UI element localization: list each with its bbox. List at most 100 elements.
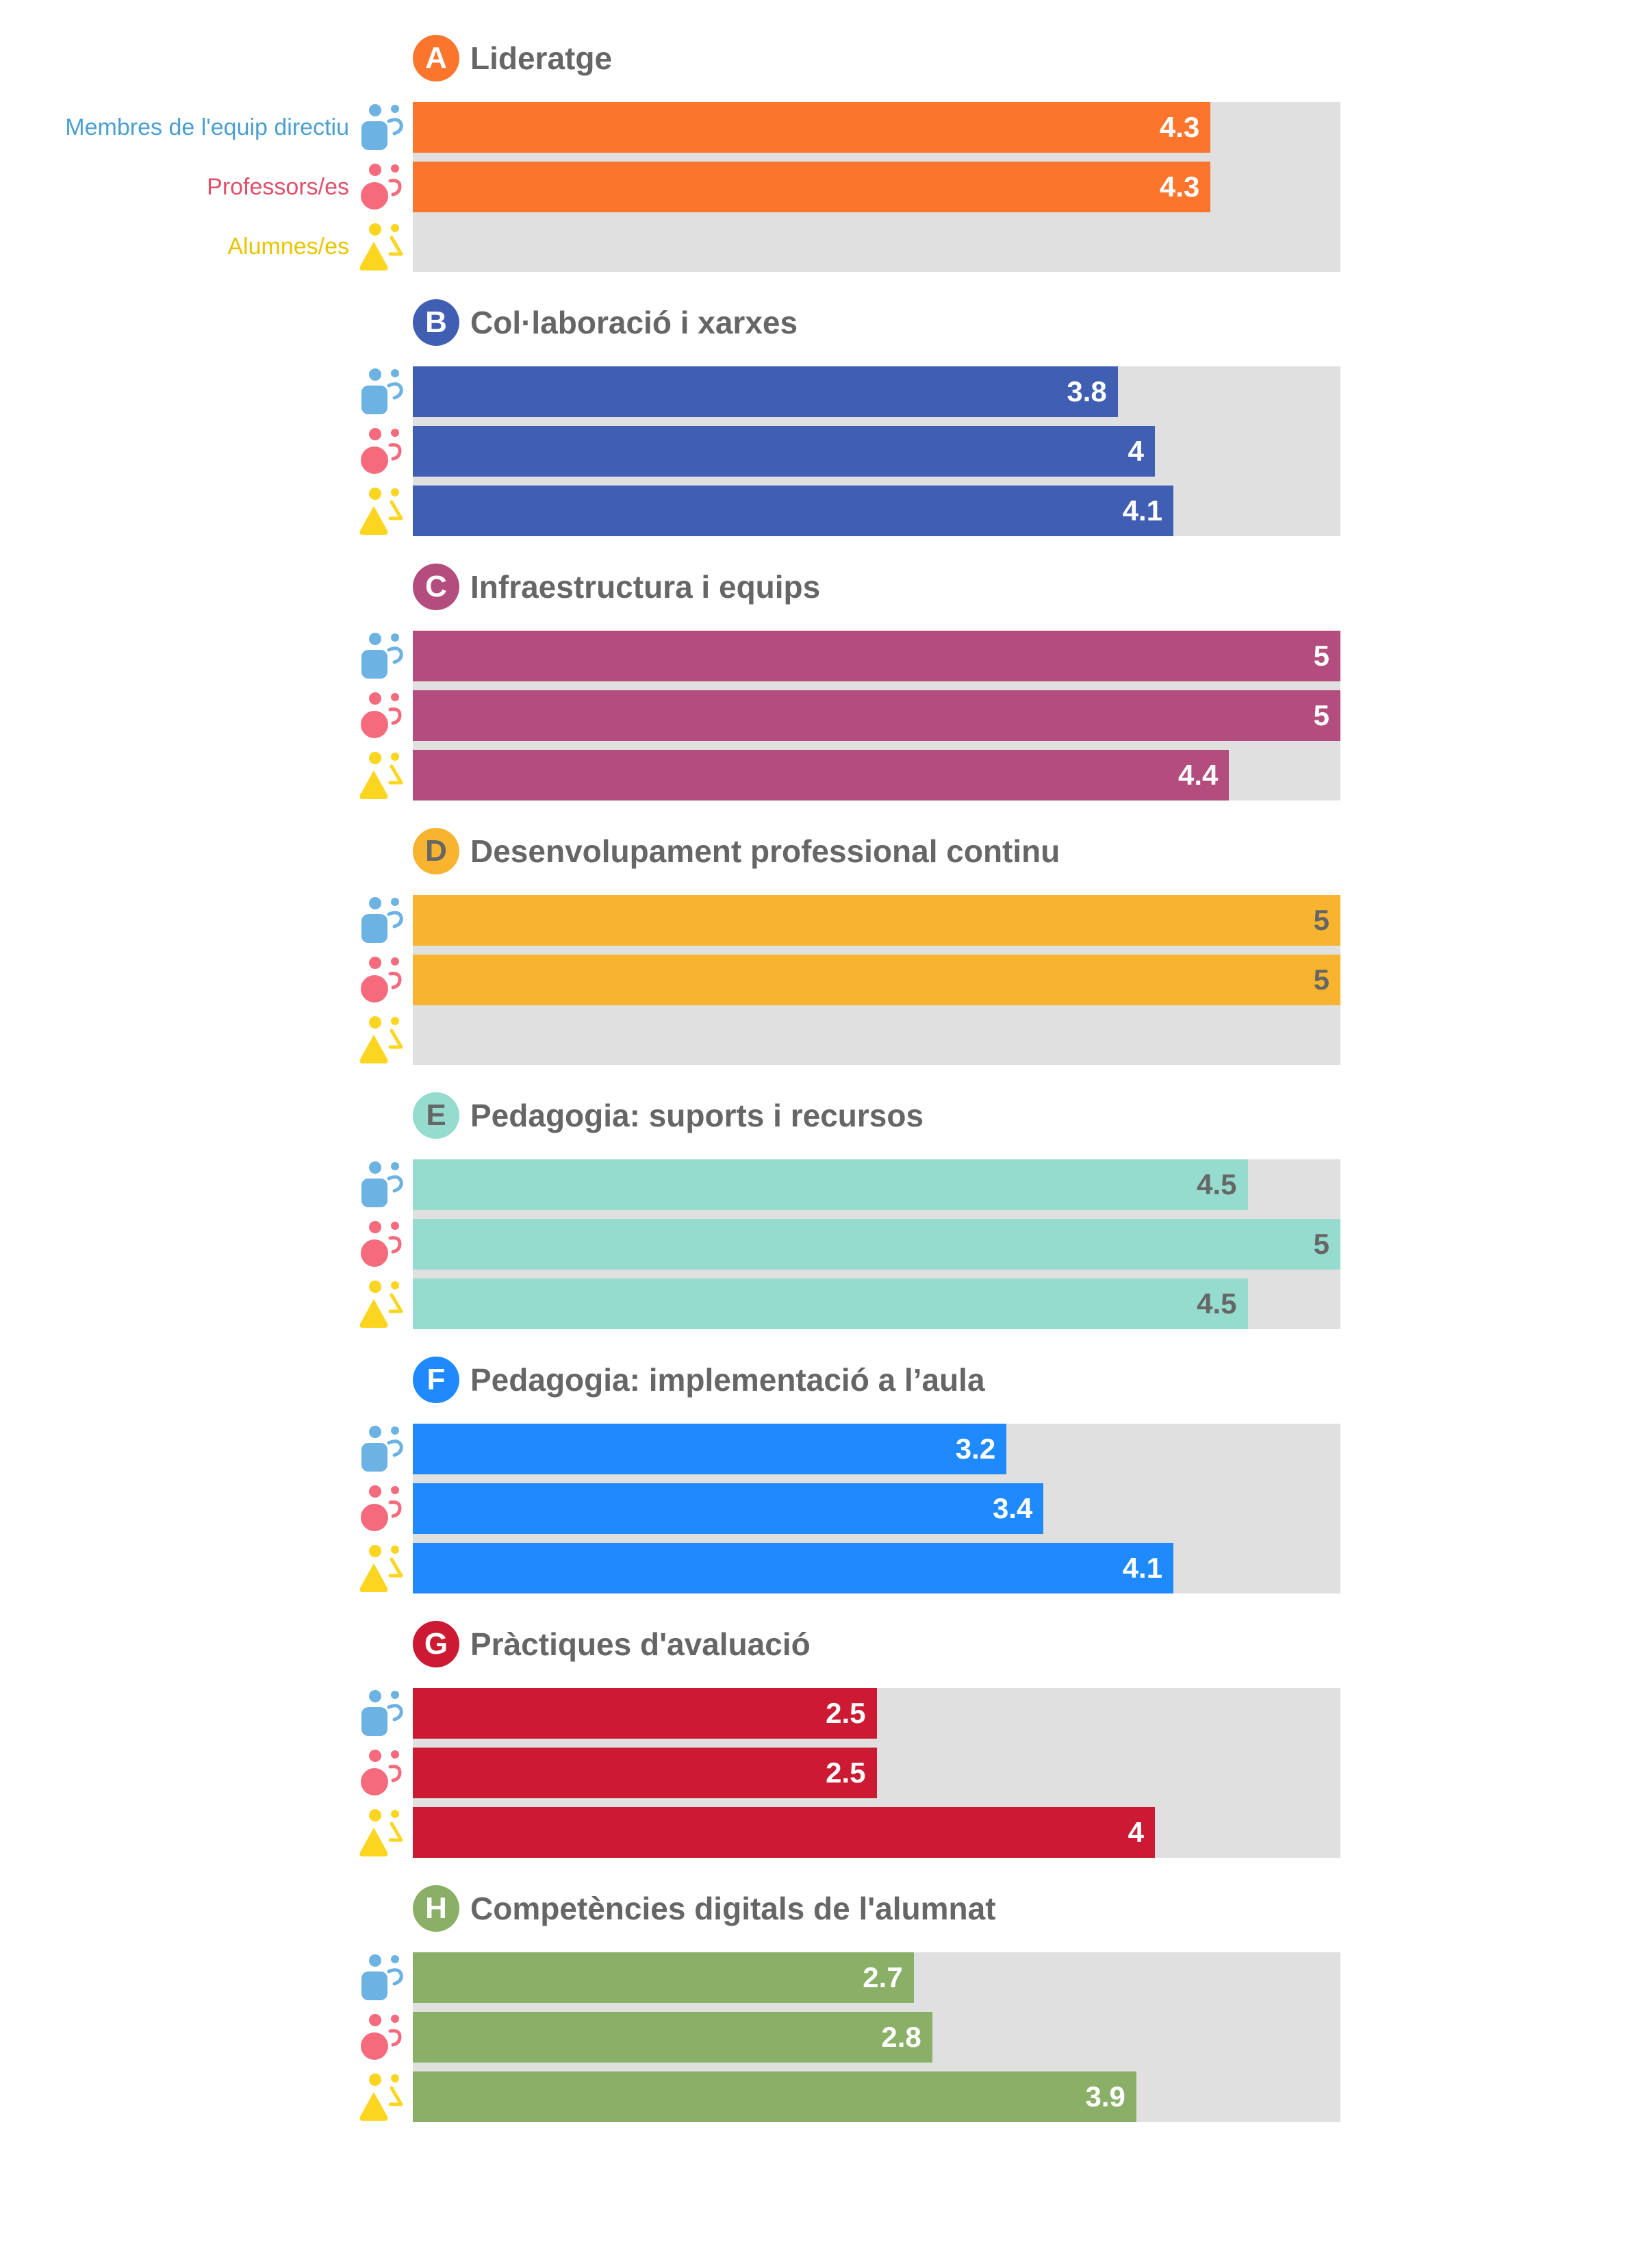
section-h: H Competències digitals de l'alumnat 2.7 2.…: [0, 1884, 1643, 2148]
bar: 4.3: [413, 162, 1211, 212]
legend-label: Membres de l'equip directiu: [65, 114, 349, 140]
bar-value-label: 5: [1313, 963, 1329, 996]
section-b: B Col·laboració i xarxes 3.8 4 4.1: [0, 298, 1643, 562]
student-person-icon: [357, 2071, 405, 2122]
bar: 2.5: [413, 1688, 877, 1739]
teacher-person-icon: [357, 1219, 405, 1270]
bar: 4.4: [413, 750, 1230, 801]
section-a: A Lideratge 4.3 4.3 Membres de l'equip direc…: [0, 34, 1643, 298]
bar: 2.8: [413, 2012, 932, 2063]
bar-value-label: 3.8: [1067, 375, 1107, 407]
student-person-icon: [357, 1014, 405, 1065]
bar-track: 3.2 3.4 4.1: [413, 1424, 1340, 1593]
leader-person-icon: [357, 366, 405, 417]
category-title: Pedagogia: implementació a l’aula: [470, 1362, 985, 1398]
section-header: G Pràctiques d'avaluació: [413, 1620, 811, 1669]
legend-label: Alumnes/es: [227, 234, 349, 260]
bar-value-label: 4.3: [1159, 171, 1200, 203]
category-title: Desenvolupament professional continu: [470, 833, 1060, 869]
section-d: D Desenvolupament professional continu 5 5: [0, 827, 1643, 1091]
bar: 5: [413, 895, 1340, 946]
student-person-icon: [357, 1543, 405, 1593]
bar-value-label: 5: [1313, 1228, 1329, 1260]
category-title: Col·laboració i xarxes: [470, 305, 798, 340]
bar-value-label: 4.5: [1197, 1168, 1237, 1200]
bar-value-label: 5: [1313, 904, 1329, 936]
bar-track: 2.7 2.8 3.9: [413, 1952, 1340, 2122]
category-letter-badge: H: [413, 1885, 459, 1932]
section-header: B Col·laboració i xarxes: [413, 298, 798, 347]
leader-person-icon: [357, 631, 405, 681]
bar-value-label: 4: [1128, 1816, 1144, 1848]
bar-value-label: 2.7: [863, 1961, 903, 1993]
bar: 2.5: [413, 1748, 877, 1798]
category-title: Infraestructura i equips: [470, 569, 821, 605]
student-person-icon: [357, 1807, 405, 1858]
bar: 3.9: [413, 2071, 1136, 2122]
bar-value-label: 3.2: [955, 1433, 996, 1465]
bar-value-label: 5: [1313, 699, 1329, 731]
bar: 3.8: [413, 366, 1118, 417]
bar-value-label: 2.5: [826, 1697, 866, 1729]
student-person-icon: [357, 221, 405, 272]
bar-value-label: 4.1: [1122, 494, 1163, 527]
bar: 4.3: [413, 102, 1211, 153]
bar: 3.4: [413, 1483, 1044, 1534]
category-letter-badge: A: [413, 35, 459, 81]
bar-value-label: 2.5: [826, 1756, 866, 1789]
leader-person-icon: [357, 1952, 405, 2003]
bar-value-label: 3.9: [1085, 2080, 1125, 2113]
section-f: F Pedagogia: implementació a l’aula 3.2 3.4…: [0, 1355, 1643, 1620]
category-title: Competències digitals de l'alumnat: [470, 1891, 996, 1926]
bar: 2.7: [413, 1952, 914, 2003]
bar: 4.1: [413, 486, 1174, 536]
bar: 4.5: [413, 1159, 1248, 1210]
section-header: C Infraestructura i equips: [413, 562, 820, 612]
bar: 5: [413, 1219, 1340, 1270]
category-letter-badge: C: [413, 564, 459, 610]
bar: 4: [413, 426, 1155, 477]
leader-person-icon: [357, 1159, 405, 1210]
bar-track: 5 5 4.4: [413, 631, 1340, 801]
leader-person-icon: [357, 1424, 405, 1474]
section-c: C Infraestructura i equips 5 5 4.4: [0, 562, 1643, 827]
section-header: E Pedagogia: suports i recursos: [413, 1091, 924, 1140]
category-title: Lideratge: [470, 40, 613, 76]
bar-value-label: 4.3: [1159, 111, 1200, 143]
bar-track: 3.8 4 4.1: [413, 366, 1340, 536]
teacher-person-icon: [357, 162, 405, 212]
leader-person-icon: [357, 1688, 405, 1739]
category-letter-badge: B: [413, 299, 459, 346]
section-g: G Pràctiques d'avaluació 2.5 2.5 4: [0, 1620, 1643, 1884]
bar: 3.2: [413, 1424, 1007, 1474]
teacher-person-icon: [357, 426, 405, 477]
section-header: F Pedagogia: implementació a l’aula: [413, 1355, 985, 1404]
section-header: A Lideratge: [413, 34, 612, 83]
bar-track: 2.5 2.5 4: [413, 1688, 1340, 1858]
student-person-icon: [357, 486, 405, 536]
leader-person-icon: [357, 895, 405, 946]
teacher-person-icon: [357, 955, 405, 1005]
category-title: Pedagogia: suports i recursos: [470, 1098, 924, 1133]
bar-track: 4.5 5 4.5: [413, 1159, 1340, 1329]
bar: 5: [413, 631, 1340, 681]
category-letter-badge: F: [413, 1357, 459, 1403]
legend-label: Professors/es: [207, 174, 349, 200]
section-e: E Pedagogia: suports i recursos 4.5 5 4.5: [0, 1091, 1643, 1355]
bar-track: 4.3 4.3: [413, 102, 1340, 272]
bar-value-label: 4.5: [1197, 1287, 1237, 1320]
bar: 4.1: [413, 1543, 1174, 1593]
bar-value-label: 4.4: [1178, 759, 1219, 791]
bar-value-label: 2.8: [881, 2021, 921, 2053]
bar-value-label: 4.1: [1122, 1552, 1163, 1584]
section-header: H Competències digitals de l'alumnat: [413, 1884, 996, 1933]
bar: 4: [413, 1807, 1155, 1858]
category-title: Pràctiques d'avaluació: [470, 1626, 811, 1662]
section-header: D Desenvolupament professional continu: [413, 827, 1060, 876]
teacher-person-icon: [357, 2012, 405, 2063]
bar: 5: [413, 955, 1340, 1005]
bar-value-label: 3.4: [993, 1492, 1033, 1524]
teacher-person-icon: [357, 1483, 405, 1534]
